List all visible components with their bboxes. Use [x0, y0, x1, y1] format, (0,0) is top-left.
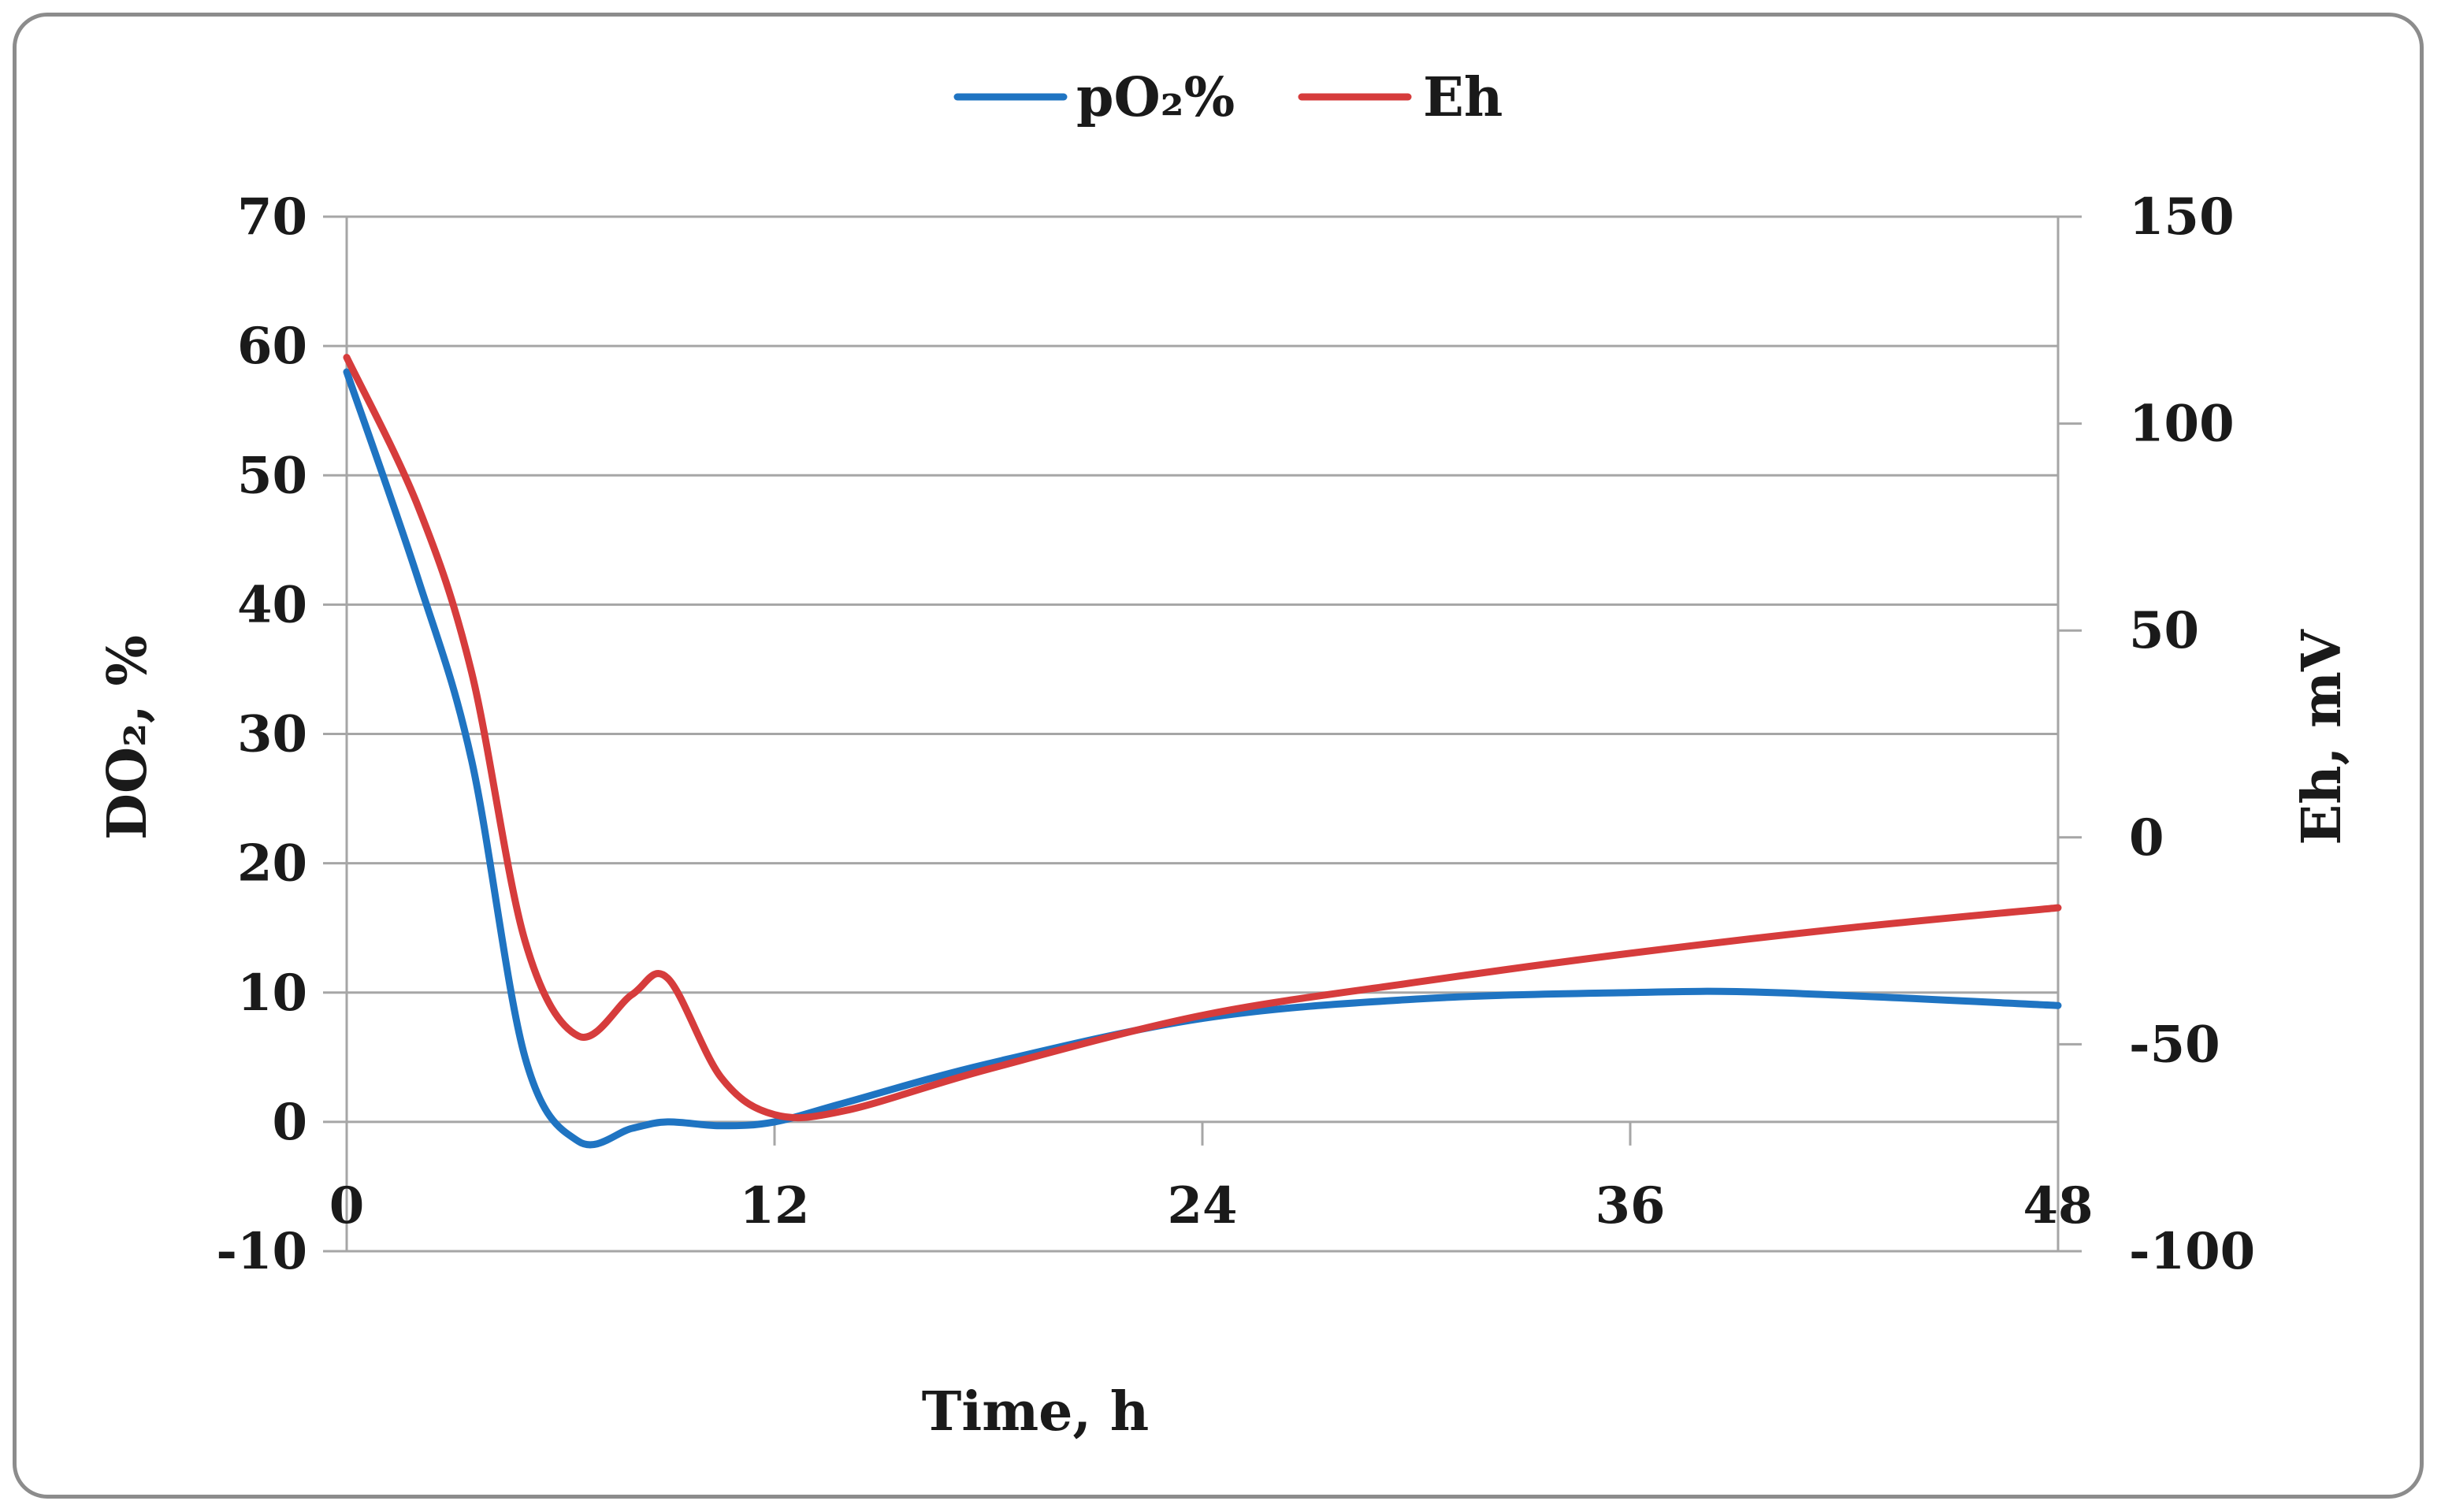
y-axis-title-left: DO₂, %	[96, 635, 159, 840]
y-tick-label-left: 60	[237, 317, 307, 376]
y-tick-label-left: 40	[237, 575, 307, 634]
axes	[323, 215, 2082, 1253]
y-tick-label-left: 30	[237, 705, 307, 764]
series-line-eh	[343, 354, 2062, 1122]
x-tick-label: 48	[2023, 1176, 2093, 1235]
y-tick-label-left: 20	[237, 834, 307, 893]
y-tick-label-left: -10	[216, 1222, 307, 1281]
y-tick-label-right: 0	[2129, 808, 2164, 867]
x-tick-label: 36	[1595, 1176, 1665, 1235]
gridlines	[347, 215, 2058, 1253]
y-tick-label-left: 50	[237, 446, 307, 505]
y-tick-label-right: -50	[2129, 1015, 2220, 1074]
y-tick-label-left: 10	[237, 964, 307, 1023]
y-tick-label-right: 150	[2129, 188, 2235, 247]
x-axis-title: Time, h	[922, 1380, 1149, 1443]
y-tick-label-right: 50	[2129, 601, 2199, 660]
x-tick-label: 24	[1167, 1176, 1237, 1235]
y-tick-label-left: 70	[237, 188, 307, 247]
legend-label-eh: Eh	[1423, 66, 1503, 129]
y-tick-label-right: -100	[2129, 1222, 2255, 1281]
x-tick-label: 0	[329, 1176, 365, 1235]
y-tick-label-left: 0	[272, 1093, 307, 1152]
x-tick-label: 12	[739, 1176, 809, 1235]
legend: pO₂% Eh	[953, 66, 1503, 129]
y-tick-label-right: 100	[2129, 395, 2235, 454]
legend-label-po2: pO₂%	[1076, 66, 1235, 129]
series-lines	[343, 354, 2062, 1149]
y-axis-title-right: Eh, mV	[2291, 629, 2354, 845]
